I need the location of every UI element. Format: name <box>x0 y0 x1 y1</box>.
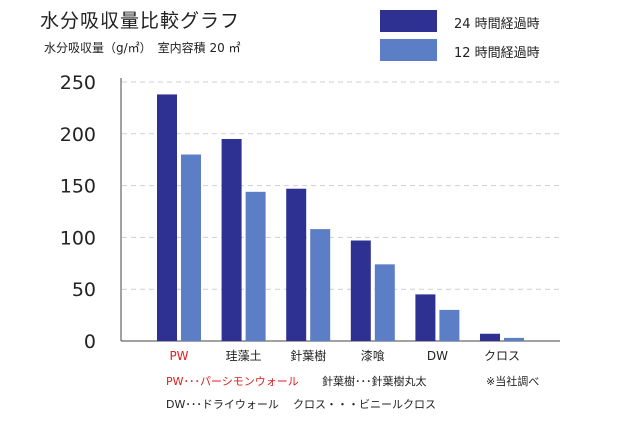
bar-24h-2 <box>286 188 307 341</box>
y-tick-label-4: 200 <box>60 124 96 146</box>
bar-24h-0 <box>157 94 177 341</box>
bar-12h-2 <box>310 229 331 341</box>
y-tick-label-1: 50 <box>72 279 96 301</box>
legend-swatch-24h <box>380 10 437 32</box>
bar-24h-1 <box>221 138 242 341</box>
legend-label-12h: 12 時間経過時 <box>454 46 540 61</box>
y-tick-label-0: 0 <box>84 331 96 353</box>
bar-12h-3 <box>374 264 395 341</box>
y-tick-label-5: 250 <box>60 72 96 94</box>
legend-item-24h: 24 時間経過時 <box>380 10 580 34</box>
x-tick-label-4: DW <box>427 349 448 363</box>
legend-label-24h: 24 時間経過時 <box>454 17 540 32</box>
y-tick-label-3: 150 <box>60 176 96 198</box>
x-tick-label-2: 針葉樹 <box>290 348 326 363</box>
y-tick-label-2: 100 <box>60 227 96 249</box>
x-tick-label-0: PW <box>169 349 188 363</box>
bar-12h-1 <box>245 191 266 341</box>
bar-24h-4 <box>415 294 436 341</box>
bar-12h-0 <box>181 154 201 341</box>
x-tick-label-3: 漆喰 <box>361 348 385 363</box>
x-tick-label-1: 珪藻土 <box>226 349 262 363</box>
x-tick-label-5: クロス <box>484 349 520 363</box>
chart-title: 水分吸収量比較グラフ <box>40 10 241 32</box>
bar-24h-3 <box>350 240 371 341</box>
bar-12h-5 <box>504 337 524 341</box>
legend-swatch-12h <box>380 39 437 61</box>
bar-12h-4 <box>439 309 460 341</box>
chart-subtitle: 水分吸収量（g/㎡） 室内容積 20 ㎡ <box>44 41 241 55</box>
legend-item-12h: 12 時間経過時 <box>380 39 580 63</box>
bar-24h-5 <box>480 333 500 341</box>
